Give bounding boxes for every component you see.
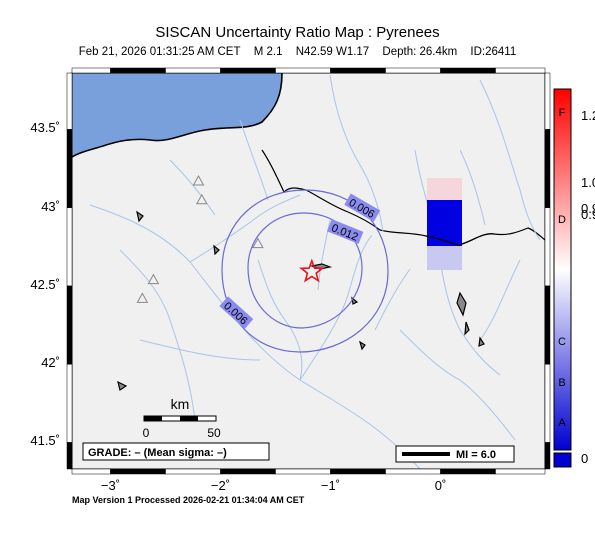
colorbar-label: 0.9 <box>581 201 595 217</box>
grade-box: GRADE: – (Mean sigma: –) <box>82 442 270 461</box>
grade-letter: F <box>559 107 566 119</box>
svg-text:50: 50 <box>207 426 221 440</box>
coastline <box>72 73 283 158</box>
grade-letter: D <box>558 214 566 226</box>
longitude-label: 0˚ <box>434 478 447 493</box>
ratio-cell-dark <box>427 200 462 246</box>
sea-area <box>72 73 282 157</box>
lakes <box>117 210 485 391</box>
event-datetime: Feb 21, 2026 01:31:25 AM CET <box>78 46 241 58</box>
station-triangle[interactable] <box>147 273 160 285</box>
station-triangle[interactable] <box>192 174 205 186</box>
svg-text:MI = 6.0: MI = 6.0 <box>456 449 496 461</box>
stations-layer <box>136 174 264 303</box>
grade-letter: B <box>558 377 565 389</box>
epicenter-star[interactable] <box>299 258 325 283</box>
mi-legend: MI = 6.0 <box>395 445 515 463</box>
rivers <box>89 74 541 469</box>
scale-bar: km 0 50 <box>143 396 221 440</box>
ratio-cell-lower <box>427 246 462 270</box>
uncertainty-contours <box>221 189 389 353</box>
grade-letter: A <box>558 417 566 429</box>
svg-text:km: km <box>171 396 190 412</box>
latitude-label: 43.5˚ <box>30 120 60 136</box>
station-triangle[interactable] <box>195 193 208 205</box>
event-location: N42.59 W1.17 <box>295 46 370 58</box>
colorbar-grades: F D C B A <box>558 107 566 429</box>
event-info-line: Feb 21, 2026 01:31:25 AM CET M 2.1 N42.5… <box>0 46 595 58</box>
border-line <box>261 149 545 246</box>
event-id: ID:26411 <box>470 46 517 58</box>
svg-text:0: 0 <box>143 426 150 440</box>
grade-letter: C <box>558 336 566 348</box>
longitude-label: −1˚ <box>320 478 341 493</box>
frame-ticks <box>66 67 551 475</box>
latitude-label: 42.5˚ <box>30 276 60 292</box>
station-triangle[interactable] <box>252 237 264 249</box>
event-depth: Depth: 26.4km <box>382 46 458 58</box>
footer-processed: Map Version 1 Processed 2026-02-21 01:34… <box>72 495 305 505</box>
longitude-label: −2˚ <box>210 478 231 493</box>
latitude-label: 41.5˚ <box>30 433 60 449</box>
colorbar: F D C B A <box>553 88 572 468</box>
colorbar-label: 1.0 <box>581 174 595 190</box>
border-over-cells <box>425 233 495 246</box>
longitude-label: −3˚ <box>100 478 121 493</box>
colorbar-label: 0 <box>581 451 589 466</box>
station-triangle[interactable] <box>136 292 149 303</box>
map-title: SISCAN Uncertainty Ratio Map : Pyrenees <box>155 24 440 41</box>
event-magnitude: M 2.1 <box>253 46 283 58</box>
latitude-label: 43˚ <box>41 198 60 214</box>
ratio-cell-upper <box>427 178 462 200</box>
svg-text:GRADE: – (Mean sigma: –): GRADE: – (Mean sigma: –) <box>88 447 227 459</box>
colorbar-label: 0.9 <box>581 206 595 222</box>
colorbar-label: 1.2 <box>581 107 595 123</box>
latitude-label: 42˚ <box>41 355 60 371</box>
